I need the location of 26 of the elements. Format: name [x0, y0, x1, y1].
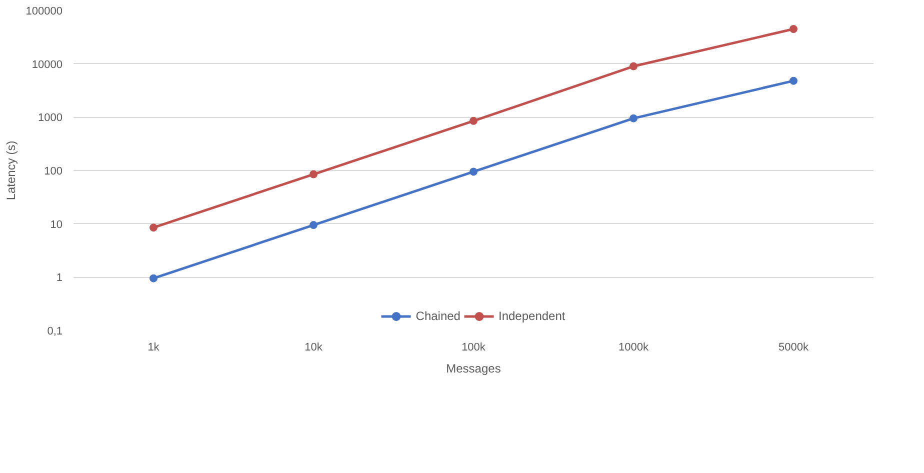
point	[630, 114, 638, 122]
y-tick-label: 10000	[32, 58, 63, 71]
y-tick-label: 1000	[38, 112, 63, 124]
y-axis-title: Latency (s)	[4, 140, 18, 200]
x-tick-label: 1000k	[618, 342, 649, 354]
point	[150, 224, 158, 232]
point	[790, 25, 798, 33]
x-tick-label: 1k	[148, 342, 160, 354]
x-tick-label: 5000k	[778, 342, 809, 354]
point	[630, 62, 638, 70]
x-tick-label: 10k	[304, 342, 323, 354]
point	[310, 221, 318, 230]
point	[310, 170, 318, 178]
legend-label: Independent	[498, 309, 566, 323]
x-axis-title: Messages	[446, 362, 501, 376]
y-tick-label: 100	[44, 166, 63, 178]
point	[470, 168, 478, 176]
point	[790, 76, 798, 85]
x-tick-label: 100k	[462, 342, 486, 354]
y-tick-label: 10	[50, 218, 63, 231]
point	[470, 116, 478, 125]
y-tick-label: 100000	[26, 6, 63, 18]
legend-label: Chained	[416, 309, 460, 323]
y-tick-label: 1	[56, 272, 63, 284]
point	[150, 274, 158, 282]
y-tick-label: 0,1	[47, 326, 63, 338]
